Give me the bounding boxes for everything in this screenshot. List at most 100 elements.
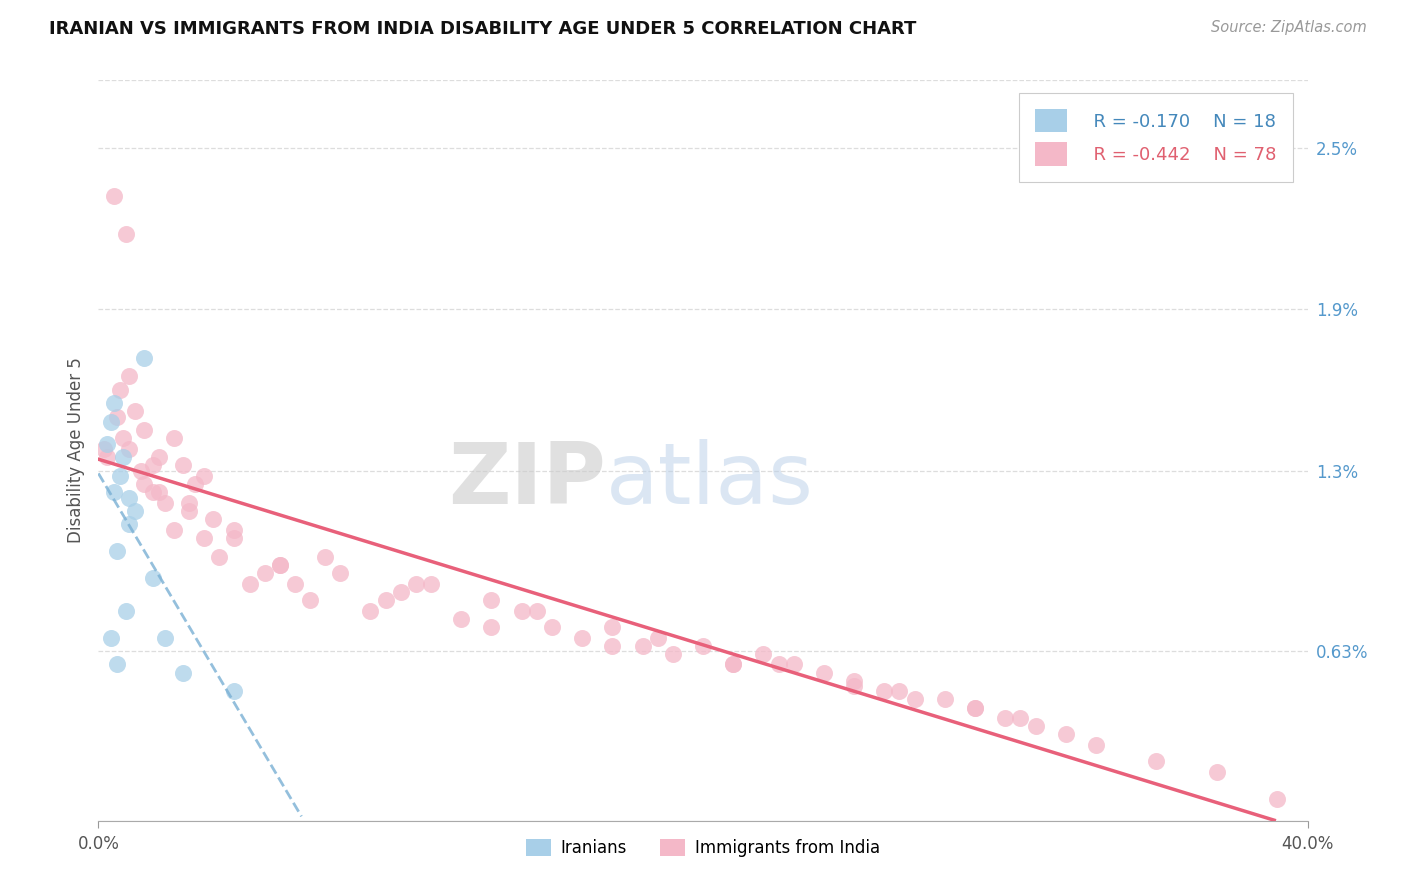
Point [224, 531, 246, 545]
Point [253, 566, 276, 580]
Point [723, 657, 745, 672]
Point [172, 458, 194, 473]
Point [450, 612, 472, 626]
Point [153, 631, 176, 645]
Y-axis label: Disability Age Under 5: Disability Age Under 5 [66, 358, 84, 543]
Point [239, 576, 262, 591]
Point [889, 684, 911, 698]
Point [329, 566, 352, 580]
Point [526, 604, 548, 618]
Point [768, 657, 790, 672]
Point [934, 692, 956, 706]
Point [111, 431, 134, 445]
Point [314, 549, 336, 564]
Text: ZIP: ZIP [449, 439, 606, 522]
Point [510, 604, 533, 618]
Point [93, 442, 115, 456]
Point [224, 684, 246, 698]
Point [114, 227, 136, 241]
Point [100, 631, 122, 645]
Point [602, 620, 624, 634]
Point [129, 464, 152, 478]
Point [118, 517, 141, 532]
Point [481, 593, 503, 607]
Point [571, 631, 593, 645]
Point [1267, 792, 1289, 806]
Point [132, 477, 155, 491]
Point [132, 423, 155, 437]
Point [96, 450, 118, 465]
Point [1010, 711, 1032, 725]
Point [193, 531, 215, 545]
Point [844, 679, 866, 693]
Point [208, 549, 231, 564]
Point [153, 496, 176, 510]
Point [100, 415, 122, 429]
Point [105, 657, 128, 672]
Point [179, 496, 201, 510]
Point [994, 711, 1017, 725]
Point [1146, 755, 1168, 769]
Point [108, 383, 131, 397]
Point [114, 604, 136, 618]
Point [111, 450, 134, 465]
Point [1085, 738, 1108, 752]
Point [1206, 765, 1229, 780]
Point [783, 657, 806, 672]
Point [96, 436, 118, 450]
Point [389, 584, 412, 599]
Point [965, 700, 987, 714]
Point [202, 512, 225, 526]
Point [132, 351, 155, 365]
Point [540, 620, 562, 634]
Point [184, 477, 207, 491]
Point [1054, 727, 1077, 741]
Point [692, 639, 714, 653]
Point [172, 665, 194, 680]
Point [723, 657, 745, 672]
Point [224, 523, 246, 537]
Text: atlas: atlas [606, 439, 814, 522]
Point [904, 692, 927, 706]
Point [142, 571, 165, 585]
Point [103, 396, 125, 410]
Text: Source: ZipAtlas.com: Source: ZipAtlas.com [1211, 20, 1367, 35]
Point [142, 458, 165, 473]
Point [163, 523, 186, 537]
Point [269, 558, 291, 572]
Point [105, 544, 128, 558]
Point [193, 469, 215, 483]
Point [299, 593, 322, 607]
Point [661, 647, 683, 661]
Point [420, 576, 443, 591]
Point [965, 700, 987, 714]
Point [179, 504, 201, 518]
Point [142, 485, 165, 500]
Point [284, 576, 307, 591]
Point [148, 450, 170, 465]
Point [481, 620, 503, 634]
Point [163, 431, 186, 445]
Point [118, 491, 141, 505]
Point [752, 647, 775, 661]
Point [118, 442, 141, 456]
Point [118, 369, 141, 384]
Point [269, 558, 291, 572]
Point [103, 189, 125, 203]
Point [360, 604, 382, 618]
Text: IRANIAN VS IMMIGRANTS FROM INDIA DISABILITY AGE UNDER 5 CORRELATION CHART: IRANIAN VS IMMIGRANTS FROM INDIA DISABIL… [49, 20, 917, 37]
Point [103, 485, 125, 500]
Point [405, 576, 427, 591]
Point [108, 469, 131, 483]
Point [844, 673, 866, 688]
Legend: Iranians, Immigrants from India: Iranians, Immigrants from India [519, 832, 887, 864]
Point [148, 485, 170, 500]
Point [813, 665, 835, 680]
Point [647, 631, 669, 645]
Point [374, 593, 396, 607]
Point [124, 504, 146, 518]
Point [105, 409, 128, 424]
Point [124, 404, 146, 418]
Point [1024, 719, 1046, 733]
Point [602, 639, 624, 653]
